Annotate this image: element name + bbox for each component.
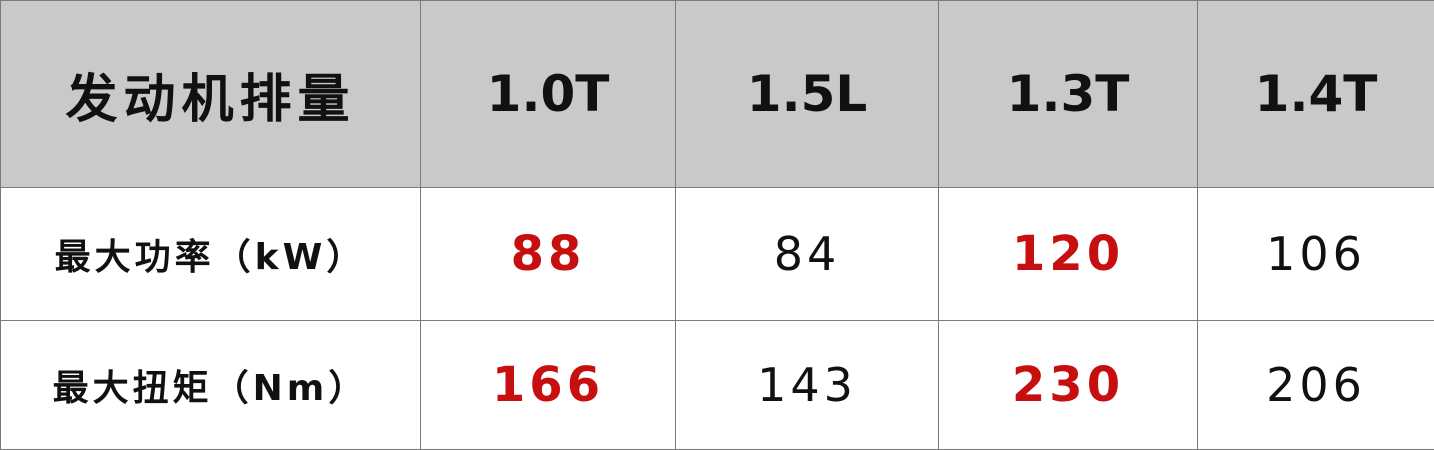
cell: 143 — [676, 321, 939, 450]
cell: 230 — [939, 321, 1198, 450]
header-cell: 1.5L — [676, 1, 939, 188]
row-label: 最大功率（kW） — [1, 188, 421, 321]
row-label: 最大扭矩（Nm） — [1, 321, 421, 450]
header-cell: 1.3T — [939, 1, 1198, 188]
cell: 88 — [421, 188, 676, 321]
header-cell: 1.4T — [1198, 1, 1434, 188]
header-row: 发动机排量 1.0T 1.5L 1.3T 1.4T — [1, 1, 1434, 188]
table-row: 最大功率（kW） 88 84 120 106 — [1, 188, 1434, 321]
cell: 166 — [421, 321, 676, 450]
cell: 106 — [1198, 188, 1434, 321]
cell: 206 — [1198, 321, 1434, 450]
header-cell: 发动机排量 — [1, 1, 421, 188]
cell: 120 — [939, 188, 1198, 321]
header-cell: 1.0T — [421, 1, 676, 188]
table-row: 最大扭矩（Nm） 166 143 230 206 — [1, 321, 1434, 450]
cell: 84 — [676, 188, 939, 321]
